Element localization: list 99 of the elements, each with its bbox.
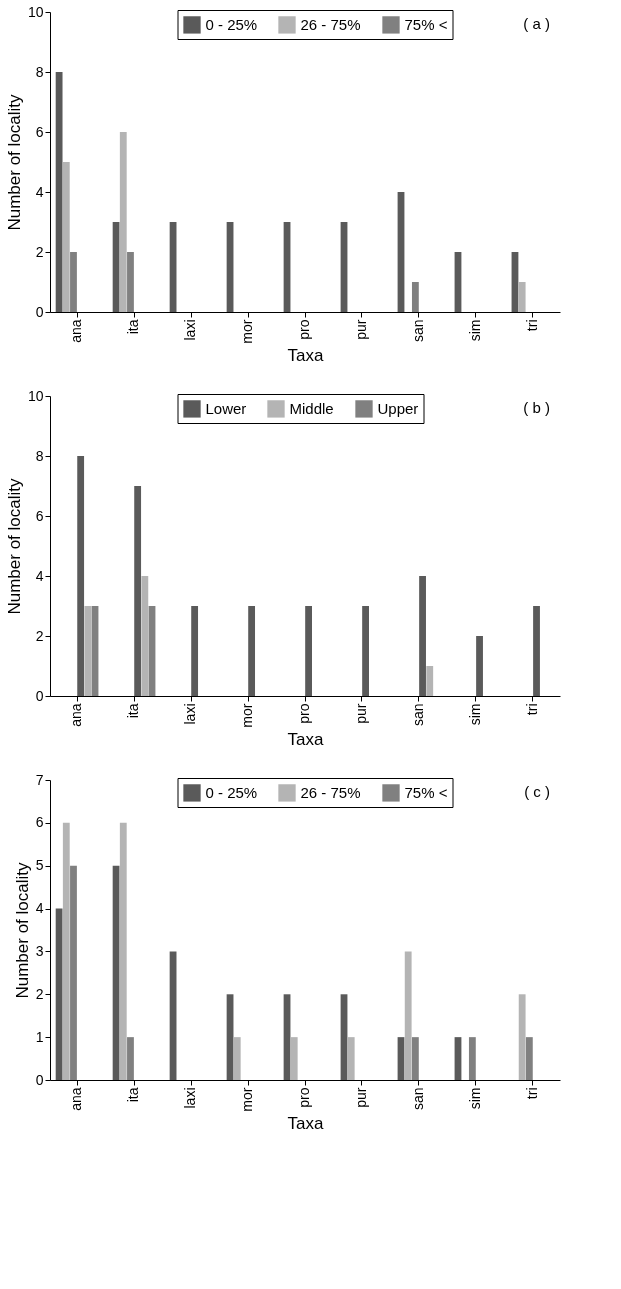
x-tick-label: pro bbox=[296, 319, 312, 340]
bar bbox=[404, 951, 412, 1080]
bar bbox=[134, 486, 142, 696]
x-tick-label: mor bbox=[239, 1087, 256, 1112]
y-tick-label: 10 bbox=[27, 387, 44, 404]
x-tick-label: sim bbox=[466, 703, 483, 726]
bar bbox=[70, 865, 77, 1080]
legend-label: Middle bbox=[289, 399, 334, 417]
bar bbox=[84, 606, 92, 696]
y-axis-title: Number of locality bbox=[12, 861, 32, 999]
bar bbox=[305, 606, 312, 696]
y-tick-label: 0 bbox=[35, 303, 44, 320]
x-tick-label: ana bbox=[68, 703, 85, 727]
y-tick-label: 8 bbox=[35, 63, 44, 80]
bar bbox=[233, 1037, 241, 1080]
x-axis-title: Taxa bbox=[287, 729, 324, 749]
y-tick-label: 2 bbox=[35, 627, 44, 644]
x-tick-label: mor bbox=[239, 703, 256, 728]
x-tick-label: pur bbox=[352, 703, 369, 724]
y-tick-label: 6 bbox=[35, 814, 44, 831]
bar bbox=[127, 1037, 134, 1080]
bar bbox=[468, 1037, 476, 1080]
x-tick-label: ita bbox=[125, 703, 142, 719]
y-axis-title: Number of locality bbox=[4, 93, 24, 231]
bar bbox=[112, 865, 120, 1080]
x-tick-label: sim bbox=[466, 319, 483, 342]
x-tick-label: pro bbox=[296, 1087, 312, 1108]
y-tick-label: 8 bbox=[35, 447, 44, 464]
y-tick-label: 7 bbox=[35, 771, 44, 788]
x-tick-label: laxi bbox=[182, 703, 199, 725]
x-tick-label: san bbox=[409, 703, 426, 727]
x-tick-label: ita bbox=[125, 1087, 142, 1103]
x-axis-title: Taxa bbox=[287, 345, 324, 365]
legend-label: 0 - 25% bbox=[205, 15, 258, 33]
y-tick-label: 4 bbox=[35, 183, 44, 200]
bar bbox=[119, 822, 127, 1080]
x-tick-label: laxi bbox=[182, 1087, 199, 1109]
bar bbox=[248, 606, 256, 696]
bar bbox=[347, 1037, 355, 1080]
legend-label: 75% < bbox=[404, 783, 448, 801]
y-tick-label: 4 bbox=[35, 567, 44, 584]
annotation: ( b ) bbox=[523, 399, 550, 416]
x-tick-label: laxi bbox=[182, 319, 199, 341]
bar bbox=[411, 1037, 419, 1080]
x-tick-label: san bbox=[409, 1087, 426, 1111]
x-tick-label: sim bbox=[466, 1087, 483, 1110]
legend-label: Upper bbox=[377, 399, 419, 417]
x-tick-label: ana bbox=[68, 319, 85, 343]
bar bbox=[525, 1037, 533, 1080]
legend-label: 26 - 75% bbox=[300, 15, 361, 33]
bar bbox=[533, 606, 540, 696]
y-tick-label: 3 bbox=[35, 942, 44, 959]
x-axis-title: Taxa bbox=[287, 1113, 324, 1133]
bar bbox=[70, 252, 77, 312]
y-tick-label: 1 bbox=[35, 1028, 44, 1045]
bar bbox=[362, 606, 369, 696]
x-tick-label: tri bbox=[523, 319, 540, 332]
x-tick-label: pur bbox=[352, 319, 369, 340]
y-tick-label: 2 bbox=[35, 985, 44, 1002]
bar bbox=[119, 132, 127, 312]
bar bbox=[62, 822, 70, 1080]
bar bbox=[518, 282, 526, 312]
x-tick-label: tri bbox=[523, 703, 540, 716]
legend-label: 26 - 75% bbox=[300, 783, 361, 801]
x-tick-label: tri bbox=[523, 1087, 540, 1100]
bar bbox=[55, 908, 63, 1080]
legend-label: Lower bbox=[205, 399, 247, 417]
bar bbox=[141, 576, 149, 696]
legend-label: 75% < bbox=[404, 15, 448, 33]
bar bbox=[426, 666, 434, 696]
legend-label: 0 - 25% bbox=[205, 783, 258, 801]
y-tick-label: 0 bbox=[35, 1071, 44, 1088]
bar bbox=[518, 994, 526, 1080]
x-tick-label: ita bbox=[125, 319, 142, 335]
x-tick-label: ana bbox=[68, 1087, 85, 1111]
annotation: ( a ) bbox=[523, 15, 550, 32]
y-tick-label: 6 bbox=[35, 123, 44, 140]
bar bbox=[112, 222, 120, 312]
bar bbox=[476, 636, 483, 696]
bar bbox=[191, 606, 199, 696]
bar bbox=[419, 576, 426, 696]
bar bbox=[77, 456, 85, 696]
bar bbox=[55, 72, 63, 312]
bar bbox=[62, 162, 70, 312]
x-tick-label: pur bbox=[352, 1087, 369, 1108]
y-tick-label: 6 bbox=[35, 507, 44, 524]
bar bbox=[411, 282, 419, 312]
x-tick-label: mor bbox=[239, 319, 256, 344]
x-tick-label: pro bbox=[296, 703, 312, 724]
y-tick-label: 0 bbox=[35, 687, 44, 704]
y-tick-label: 4 bbox=[35, 900, 44, 917]
y-tick-label: 2 bbox=[35, 243, 44, 260]
y-axis-title: Number of locality bbox=[4, 477, 24, 615]
bar bbox=[290, 1037, 298, 1080]
y-tick-label: 5 bbox=[35, 857, 44, 874]
y-tick-label: 10 bbox=[27, 3, 44, 20]
bar bbox=[127, 252, 134, 312]
annotation: ( c ) bbox=[524, 783, 550, 800]
x-tick-label: san bbox=[409, 319, 426, 343]
